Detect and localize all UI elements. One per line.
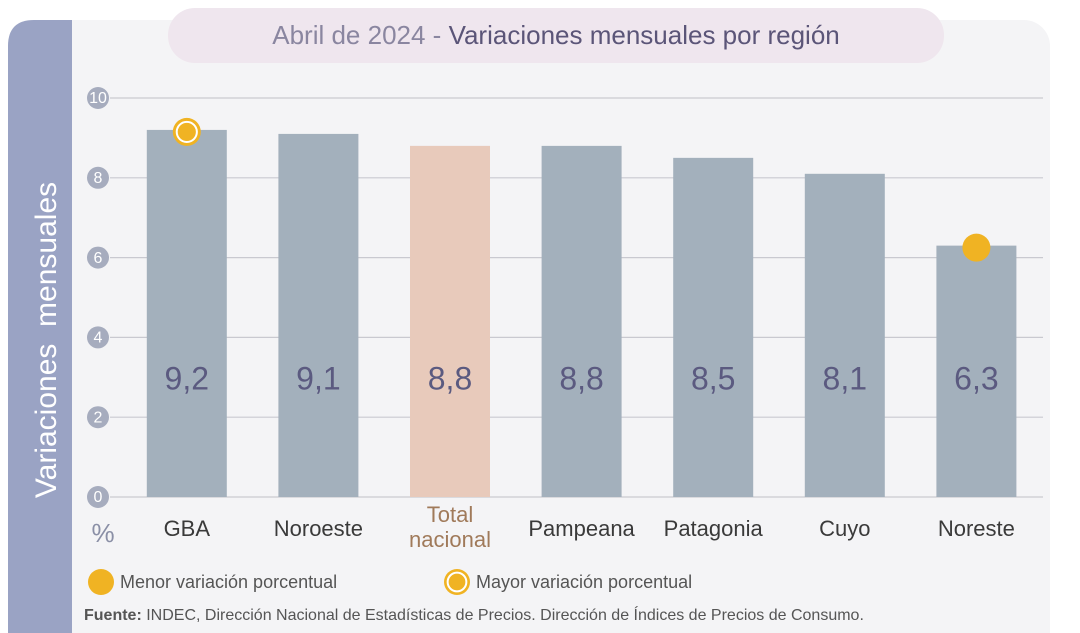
x-tick-label: Cuyo bbox=[819, 516, 871, 541]
value-label: 8,1 bbox=[823, 360, 867, 396]
y-tick-label: 0 bbox=[94, 489, 103, 506]
bar bbox=[278, 133, 359, 497]
value-label: 9,1 bbox=[296, 360, 340, 396]
value-label: 8,5 bbox=[691, 360, 735, 396]
title-prefix: Abril de 2024 - bbox=[272, 20, 448, 50]
y-tick-badge bbox=[87, 406, 109, 429]
y-tick-badge bbox=[87, 246, 109, 269]
source: Fuente: INDEC, Dirección Nacional de Est… bbox=[84, 605, 864, 624]
y-tick-label: 6 bbox=[94, 250, 103, 267]
x-tick-label: Total nacional bbox=[409, 502, 491, 552]
highlight-marker bbox=[172, 117, 201, 146]
legend-label: Mayor variación porcentual bbox=[476, 572, 692, 592]
legend-label: Menor variación porcentual bbox=[120, 572, 337, 592]
chart-title: Abril de 2024 - Variaciones mensuales po… bbox=[272, 20, 840, 50]
source-text: INDEC, Dirección Nacional de Estadística… bbox=[142, 605, 864, 624]
y-unit: % bbox=[91, 518, 114, 548]
value-label: 6,3 bbox=[954, 360, 998, 396]
y-tick-label: 8 bbox=[94, 170, 103, 187]
title-main: Variaciones mensuales por región bbox=[449, 20, 840, 50]
bar bbox=[936, 245, 1017, 497]
value-label: 8,8 bbox=[559, 360, 603, 396]
bar bbox=[804, 173, 885, 497]
y-tick-label: 10 bbox=[89, 90, 107, 107]
y-tick-badge bbox=[87, 326, 109, 349]
x-tick-label: Pampeana bbox=[528, 516, 635, 541]
x-tick-label: Patagonia bbox=[663, 516, 763, 541]
x-tick-label: GBA bbox=[163, 516, 211, 541]
bar bbox=[541, 145, 622, 497]
marker-dot bbox=[88, 569, 114, 595]
bar bbox=[673, 157, 754, 497]
marker-ring-inner bbox=[175, 120, 198, 143]
x-tick-label: Noroeste bbox=[273, 516, 364, 541]
y-tick-badge bbox=[87, 166, 109, 189]
y-tick-label: 4 bbox=[94, 330, 103, 347]
y-axis-label: Variaciones mensuales bbox=[30, 182, 63, 498]
y-tick-badge bbox=[87, 486, 109, 508]
title-pill bbox=[168, 8, 944, 63]
value-label: 8,8 bbox=[428, 360, 472, 396]
value-label: 9,2 bbox=[165, 360, 209, 396]
bar bbox=[146, 129, 227, 498]
side-band bbox=[8, 20, 72, 633]
marker-ring-inner bbox=[446, 571, 468, 593]
y-tick-badge bbox=[87, 87, 109, 109]
highlight-marker bbox=[962, 233, 991, 262]
y-tick-label: 2 bbox=[94, 409, 103, 426]
card bbox=[8, 20, 1050, 633]
bar bbox=[410, 145, 490, 497]
source-label: Fuente: bbox=[84, 607, 142, 624]
x-tick-label: Noreste bbox=[937, 516, 1015, 541]
marker-dot bbox=[962, 233, 991, 262]
